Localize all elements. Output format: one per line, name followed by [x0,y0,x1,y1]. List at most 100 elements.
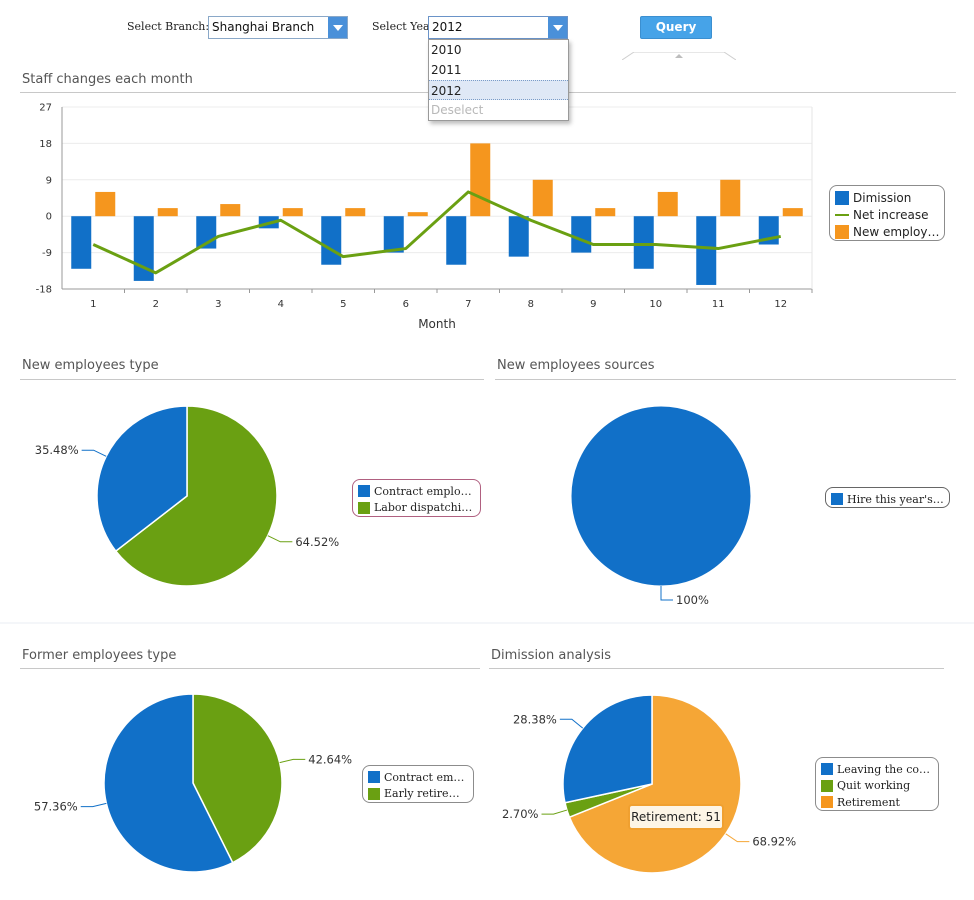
x-axis-title: Month [418,317,456,331]
year-option[interactable]: 2010 [431,43,462,57]
legend-label: Leaving the compa... [837,762,934,776]
x-tick-label: 5 [340,299,346,310]
legend-item-quit-working[interactable]: Quit working [821,778,934,795]
bar-new-employees [95,191,116,217]
legend-item-leaving-company[interactable]: Leaving the compa... [821,761,934,778]
x-tick-label: 4 [278,299,284,310]
legend-swatch [358,485,370,498]
pie-slice [562,694,653,804]
x-tick-label: 3 [215,299,221,310]
bar-dimission [71,216,92,269]
legend-item-retirement[interactable]: Retirement [821,794,934,811]
pie-slice [96,405,188,553]
collapse-handle[interactable] [622,52,736,60]
bar-dimission [571,216,592,253]
pie-slice [114,405,278,587]
legend-item-contract[interactable]: Contract employee [358,483,476,500]
year-value: 2012 [432,20,463,34]
new-type-pie-chart: 64.52% 35.48% [35,405,339,587]
former-type-pie-chart: 42.64% 57.36% [34,693,352,873]
x-tick-label: 12 [774,299,787,310]
year-option-deselect: Deselect [431,103,484,117]
x-tick-label: 10 [649,299,662,310]
pie-slice [192,693,283,864]
branch-value: Shanghai Branch [212,20,315,34]
legend-label: Net increase [853,207,929,222]
section-divider [495,379,956,380]
y-tick-label: 9 [46,175,52,186]
pie-slice-label: 35.48% [35,443,79,457]
legend-item-early-retirement[interactable]: Early retirement [368,786,469,803]
legend-swatch [821,779,833,792]
pie-slice [570,405,752,587]
legend-item-dimission[interactable]: Dimission [835,189,940,206]
pie-leader-line [80,802,107,808]
section-title-staff-changes: Staff changes each month [22,72,193,87]
new-type-legend: Contract employee Labor dispatching b... [352,479,481,517]
pie-leader-line [725,833,750,843]
y-tick-label: 27 [39,103,52,114]
year-label: Select Year: [372,20,439,33]
pie-slice-label: 42.64% [308,752,352,766]
legend-swatch [831,493,843,506]
section-divider [20,668,480,669]
section-divider [489,668,944,669]
new-sources-pie-chart: 100% [570,405,752,607]
legend-label: Hire this year's gra... [847,492,945,506]
chevron-up-icon [675,54,683,58]
legend-swatch [821,763,833,776]
y-tick-label: -9 [42,248,52,259]
legend-label: New employees [853,224,940,239]
section-title-new-type: New employees type [22,358,159,373]
pie-slice-label: 64.52% [295,535,339,549]
pie-slice [103,693,234,873]
pie-slice-label: 2.70% [502,807,539,821]
section-title-new-sources: New employees sources [497,358,655,373]
chevron-down-icon[interactable] [328,17,347,38]
x-tick-label: 1 [90,299,96,310]
bar-dimission [696,216,717,285]
branch-select[interactable]: Shanghai Branch [208,16,348,39]
y-tick-label: -18 [36,285,52,296]
branch-label: Select Branch: [127,20,210,33]
legend-item-new-employees[interactable]: New employees [835,223,940,240]
chevron-down-icon[interactable] [548,17,567,38]
x-tick-label: 8 [528,299,534,310]
bar-dimission [633,216,654,269]
pie-slice-label: 68.92% [752,835,796,849]
year-dropdown-list: 2010 2011 2012 Deselect [428,39,569,121]
bar-new-employees [532,179,553,217]
bar-new-employees [407,212,428,217]
legend-swatch [835,224,849,239]
x-tick-label: 9 [590,299,596,310]
year-select[interactable]: 2012 [428,16,568,39]
legend-item-net-increase[interactable]: Net increase [835,206,940,223]
pie-leader-line [81,449,107,457]
legend-label: Dimission [853,190,912,205]
section-title-former-type: Former employees type [22,648,177,663]
bar-new-employees [470,143,491,217]
bar-new-employees [657,191,678,217]
query-button[interactable]: Query [640,16,712,39]
section-title-dimission: Dimission analysis [491,648,612,663]
former-type-legend: Contract employee Early retirement [362,765,474,803]
bar-new-employees [282,208,303,217]
line-net-increase [92,190,782,275]
pie-leader-line [541,809,568,815]
legend-label: Labor dispatching b... [374,501,476,515]
x-tick-label: 2 [153,299,159,310]
legend-item-contract[interactable]: Contract employee [368,769,469,786]
pie-slice-label: 100% [676,593,709,607]
pie-leader-line [660,586,673,601]
legend-item-labor-dispatching[interactable]: Labor dispatching b... [358,500,476,517]
pie-slice-label: 28.38% [513,712,557,726]
legend-label: Quit working [837,779,911,793]
year-option[interactable]: 2011 [431,63,462,77]
x-tick-label: 6 [403,299,409,310]
year-option-selected[interactable]: 2012 [429,80,568,100]
legend-swatch [835,190,849,205]
legend-item-hire-graduates[interactable]: Hire this year's gra... [831,491,945,508]
bar-new-employees [782,208,803,217]
bar-dimission [383,216,404,253]
pie-leader-line [279,758,306,764]
